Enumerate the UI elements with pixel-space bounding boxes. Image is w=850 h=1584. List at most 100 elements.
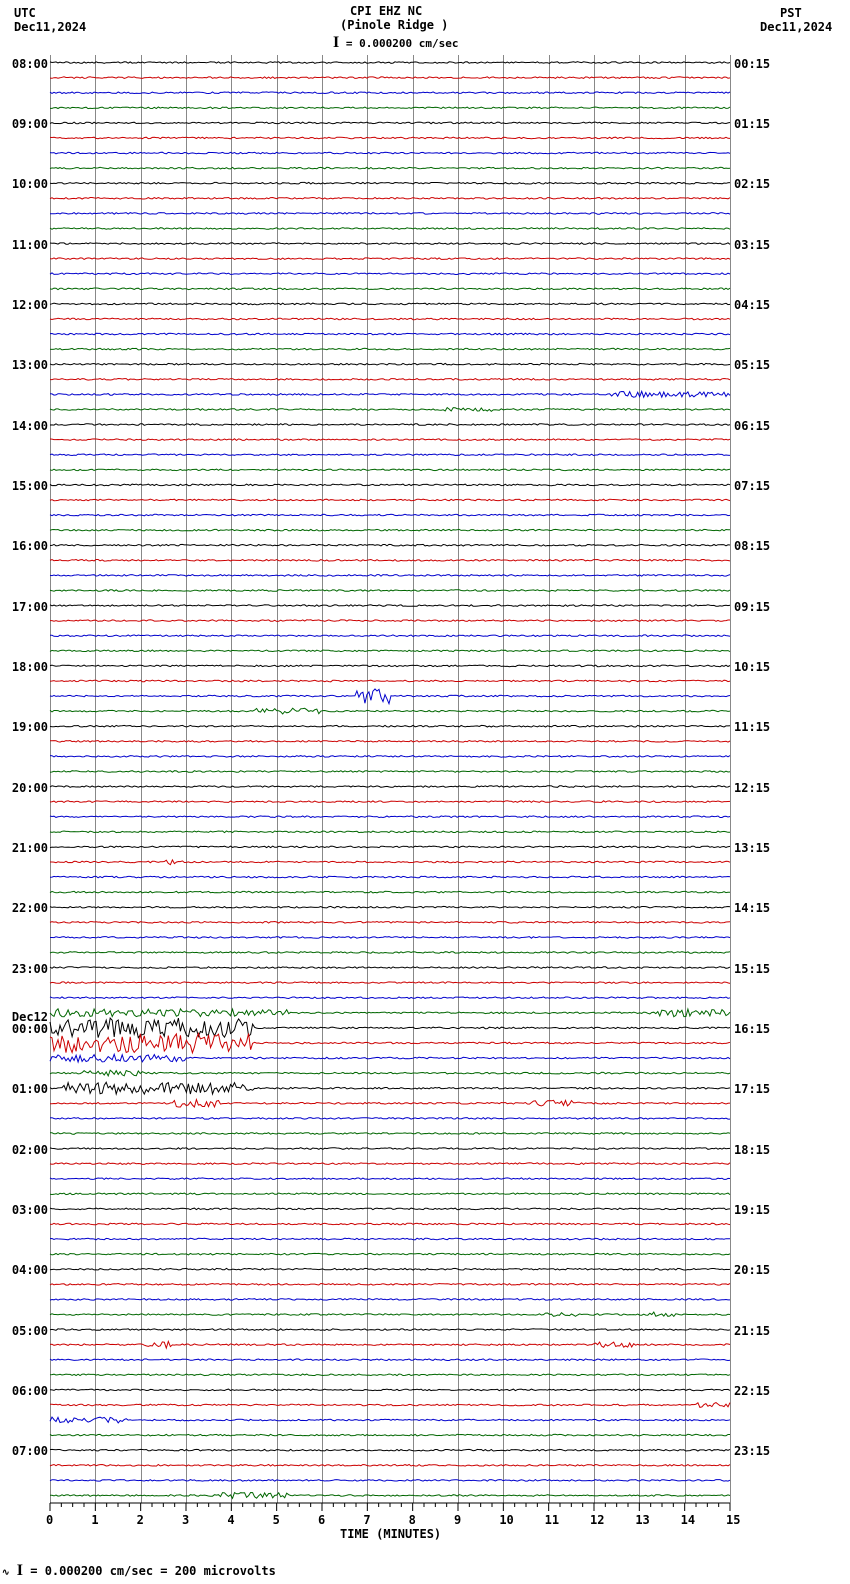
pst-time-label: 19:15 bbox=[734, 1203, 770, 1217]
seismic-trace bbox=[50, 1465, 730, 1467]
seismic-trace bbox=[50, 348, 730, 350]
utc-time-label: 12:00 bbox=[12, 298, 48, 312]
pst-time-label: 08:15 bbox=[734, 539, 770, 553]
pst-time-label: 07:15 bbox=[734, 479, 770, 493]
seismic-trace bbox=[50, 333, 730, 335]
pst-time-label: 04:15 bbox=[734, 298, 770, 312]
xaxis-tick-label: 3 bbox=[182, 1513, 189, 1527]
pst-time-label: 18:15 bbox=[734, 1143, 770, 1157]
pst-time-label: 11:15 bbox=[734, 720, 770, 734]
seismic-trace bbox=[50, 1193, 730, 1195]
seismic-trace bbox=[50, 1329, 730, 1331]
seismic-trace bbox=[50, 182, 730, 184]
utc-time-label: 02:00 bbox=[12, 1143, 48, 1157]
seismic-trace bbox=[50, 575, 730, 577]
seismic-trace bbox=[50, 1389, 730, 1391]
utc-time-label: 08:00 bbox=[12, 57, 48, 71]
xaxis-tick-label: 5 bbox=[273, 1513, 280, 1527]
footer-scale-text: ∿ I = 0.000200 cm/sec = 200 microvolts bbox=[2, 1562, 276, 1580]
seismic-trace bbox=[50, 77, 730, 79]
seismic-trace bbox=[50, 1100, 730, 1108]
pst-time-label: 17:15 bbox=[734, 1082, 770, 1096]
seismic-trace bbox=[50, 303, 730, 305]
seismic-trace bbox=[50, 514, 730, 516]
seismic-trace bbox=[50, 379, 730, 381]
seismic-trace bbox=[50, 620, 730, 622]
xaxis-tick-label: 14 bbox=[681, 1513, 695, 1527]
utc-time-label: 22:00 bbox=[12, 901, 48, 915]
seismic-trace bbox=[50, 1359, 730, 1361]
seismic-trace bbox=[50, 771, 730, 773]
seismic-trace bbox=[50, 1480, 730, 1482]
pst-time-label: 00:15 bbox=[734, 57, 770, 71]
seismic-trace bbox=[50, 1312, 730, 1316]
xaxis-tick-label: 4 bbox=[227, 1513, 234, 1527]
pst-time-label: 15:15 bbox=[734, 962, 770, 976]
seismic-trace bbox=[50, 122, 730, 124]
pst-time-label: 23:15 bbox=[734, 1444, 770, 1458]
seismic-trace bbox=[50, 967, 730, 969]
utc-time-label: 09:00 bbox=[12, 117, 48, 131]
utc-time-label: 19:00 bbox=[12, 720, 48, 734]
utc-time-label: 05:00 bbox=[12, 1324, 48, 1338]
seismic-trace bbox=[50, 1054, 730, 1062]
seismic-trace bbox=[50, 454, 730, 456]
seismic-trace bbox=[50, 891, 730, 893]
utc-time-label: 21:00 bbox=[12, 841, 48, 855]
seismic-trace bbox=[50, 982, 730, 984]
seismic-trace bbox=[50, 1118, 730, 1120]
seismic-trace bbox=[50, 152, 730, 154]
xaxis-tick-label: 15 bbox=[726, 1513, 740, 1527]
seismic-trace bbox=[50, 816, 730, 818]
seismic-trace bbox=[50, 650, 730, 652]
utc-time-label: 14:00 bbox=[12, 419, 48, 433]
pst-time-label: 06:15 bbox=[734, 419, 770, 433]
seismic-trace bbox=[50, 997, 730, 999]
seismic-trace bbox=[50, 1299, 730, 1301]
xaxis-tick-label: 0 bbox=[46, 1513, 53, 1527]
seismic-trace bbox=[50, 725, 730, 727]
seismic-trace bbox=[50, 1493, 730, 1499]
seismogram-container: UTCDec11,2024PSTDec11,2024CPI EHZ NC(Pin… bbox=[0, 0, 850, 1584]
seismic-trace bbox=[50, 1208, 730, 1210]
seismic-trace bbox=[50, 1163, 730, 1165]
seismic-trace bbox=[50, 876, 730, 878]
seismic-trace bbox=[50, 831, 730, 833]
pst-time-label: 10:15 bbox=[734, 660, 770, 674]
utc-time-label: 11:00 bbox=[12, 238, 48, 252]
seismic-trace bbox=[50, 560, 730, 562]
seismic-trace bbox=[50, 137, 730, 139]
seismic-trace bbox=[50, 708, 730, 714]
seismic-trace bbox=[50, 408, 730, 412]
utc-time-label: 07:00 bbox=[12, 1444, 48, 1458]
xaxis-tick-label: 1 bbox=[91, 1513, 98, 1527]
seismic-trace bbox=[50, 605, 730, 607]
pst-time-label: 12:15 bbox=[734, 781, 770, 795]
seismic-trace bbox=[50, 1238, 730, 1240]
seismic-trace bbox=[50, 258, 730, 260]
seismic-trace bbox=[50, 689, 730, 704]
seismic-trace bbox=[50, 1374, 730, 1376]
seismic-trace bbox=[50, 544, 730, 546]
seismic-trace bbox=[50, 529, 730, 531]
seismic-trace bbox=[50, 756, 730, 758]
trace-svg bbox=[0, 0, 850, 1584]
pst-time-label: 14:15 bbox=[734, 901, 770, 915]
seismic-trace bbox=[50, 198, 730, 200]
seismic-trace bbox=[50, 424, 730, 426]
seismic-trace bbox=[50, 1009, 730, 1017]
seismic-trace bbox=[50, 1223, 730, 1225]
utc-time-label: 06:00 bbox=[12, 1384, 48, 1398]
seismic-trace bbox=[50, 1082, 730, 1094]
utc-time-label: 16:00 bbox=[12, 539, 48, 553]
seismic-trace bbox=[50, 801, 730, 803]
seismic-trace bbox=[50, 1018, 730, 1038]
seismic-trace bbox=[50, 1268, 730, 1270]
seismic-trace bbox=[50, 228, 730, 230]
utc-time-label: 03:00 bbox=[12, 1203, 48, 1217]
seismic-trace bbox=[50, 786, 730, 788]
xaxis-tick-label: 2 bbox=[137, 1513, 144, 1527]
xaxis-tick-label: 6 bbox=[318, 1513, 325, 1527]
seismic-trace bbox=[50, 363, 730, 365]
seismic-trace bbox=[50, 484, 730, 486]
